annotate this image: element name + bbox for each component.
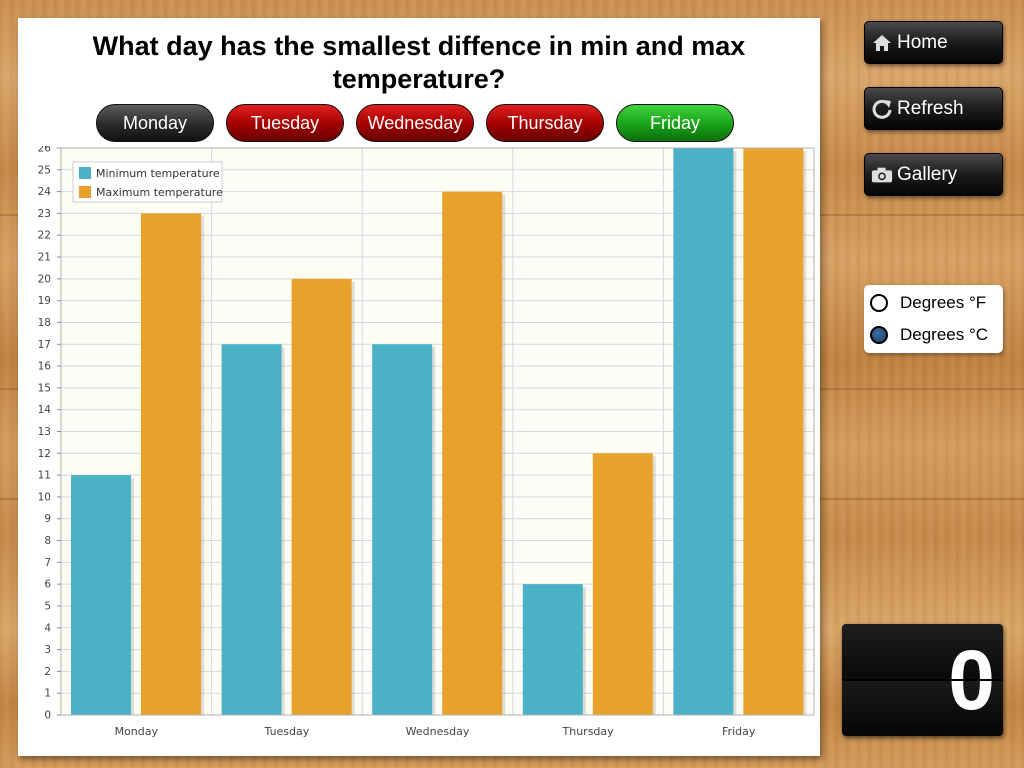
y-tick-label: 22 — [38, 230, 51, 242]
legend-swatch — [79, 167, 91, 179]
y-tick-label: 15 — [38, 382, 51, 394]
y-tick-label: 6 — [44, 579, 51, 591]
y-tick-label: 3 — [44, 644, 51, 656]
friday-button[interactable]: Friday — [616, 104, 734, 142]
tuesday-button[interactable]: Tuesday — [226, 104, 344, 142]
celsius-radio[interactable] — [870, 326, 888, 344]
gallery-label: Gallery — [897, 163, 958, 185]
min-temp-bar — [522, 584, 583, 715]
y-tick-label: 8 — [44, 535, 51, 547]
question-title: What day has the smallest diffence in mi… — [92, 31, 746, 94]
y-tick-label: 2 — [44, 666, 51, 678]
fahrenheit-option[interactable]: Degrees °F — [870, 290, 986, 316]
y-tick-label: 12 — [38, 448, 51, 460]
y-tick-label: 26 — [38, 146, 52, 155]
score-counter: 0 — [842, 624, 1003, 736]
y-tick-label: 18 — [38, 317, 51, 329]
x-tick-label: Thursday — [562, 725, 615, 738]
y-tick-label: 16 — [38, 361, 52, 373]
min-temp-bar — [221, 344, 282, 715]
wednesday-button[interactable]: Wednesday — [356, 104, 474, 142]
refresh-button[interactable]: Refresh — [864, 87, 1003, 130]
legend-label: Minimum temperature — [96, 167, 220, 180]
temperature-chart: 0123456789101112131415161718192021222324… — [38, 146, 815, 738]
y-tick-label: 0 — [44, 710, 51, 722]
thursday-button[interactable]: Thursday — [486, 104, 604, 142]
max-temp-bar — [743, 148, 804, 715]
chart-legend — [72, 161, 223, 203]
home-button[interactable]: Home — [864, 21, 1003, 64]
camera-icon — [871, 164, 893, 186]
home-label: Home — [897, 31, 948, 53]
y-tick-label: 21 — [38, 252, 51, 264]
x-tick-label: Wednesday — [406, 725, 470, 738]
y-tick-label: 1 — [44, 688, 51, 700]
x-tick-label: Friday — [722, 725, 756, 738]
plot-border — [60, 147, 815, 716]
min-temp-bar — [71, 475, 131, 715]
max-temp-bar — [592, 453, 653, 715]
home-icon — [871, 32, 893, 54]
celsius-label: Degrees °C — [900, 325, 989, 344]
monday-button[interactable]: Monday — [96, 104, 214, 142]
max-temp-bar — [442, 191, 503, 716]
counter-divider — [842, 679, 1003, 681]
min-temp-bar — [673, 148, 734, 715]
celsius-option[interactable]: Degrees °C — [870, 322, 988, 348]
refresh-icon — [871, 98, 893, 120]
min-temp-bar — [372, 344, 433, 715]
y-tick-label: 13 — [38, 426, 51, 438]
y-tick-label: 11 — [38, 470, 51, 482]
gallery-button[interactable]: Gallery — [864, 153, 1003, 196]
y-tick-label: 19 — [38, 295, 51, 307]
y-tick-label: 14 — [38, 404, 52, 416]
max-temp-bar — [291, 278, 352, 715]
y-tick-label: 17 — [38, 339, 51, 351]
fahrenheit-label: Degrees °F — [900, 293, 987, 312]
fahrenheit-radio[interactable] — [870, 294, 888, 312]
legend-swatch — [79, 186, 91, 198]
y-tick-label: 9 — [44, 513, 51, 525]
y-tick-label: 7 — [44, 557, 51, 569]
y-tick-label: 25 — [38, 164, 51, 176]
y-tick-label: 24 — [38, 186, 52, 198]
unit-selector: Degrees °F Degrees °C — [864, 285, 1003, 353]
y-tick-label: 5 — [44, 600, 51, 612]
y-tick-label: 20 — [38, 273, 51, 285]
quiz-panel: What day has the smallest diffence in mi… — [18, 18, 820, 756]
legend-label: Maximum temperature — [96, 186, 223, 199]
y-tick-label: 10 — [38, 491, 51, 503]
y-tick-label: 23 — [38, 208, 51, 220]
x-tick-label: Monday — [115, 725, 159, 738]
refresh-label: Refresh — [897, 97, 964, 119]
y-tick-label: 4 — [44, 622, 51, 634]
max-temp-bar — [141, 213, 201, 715]
x-tick-label: Tuesday — [264, 725, 310, 738]
